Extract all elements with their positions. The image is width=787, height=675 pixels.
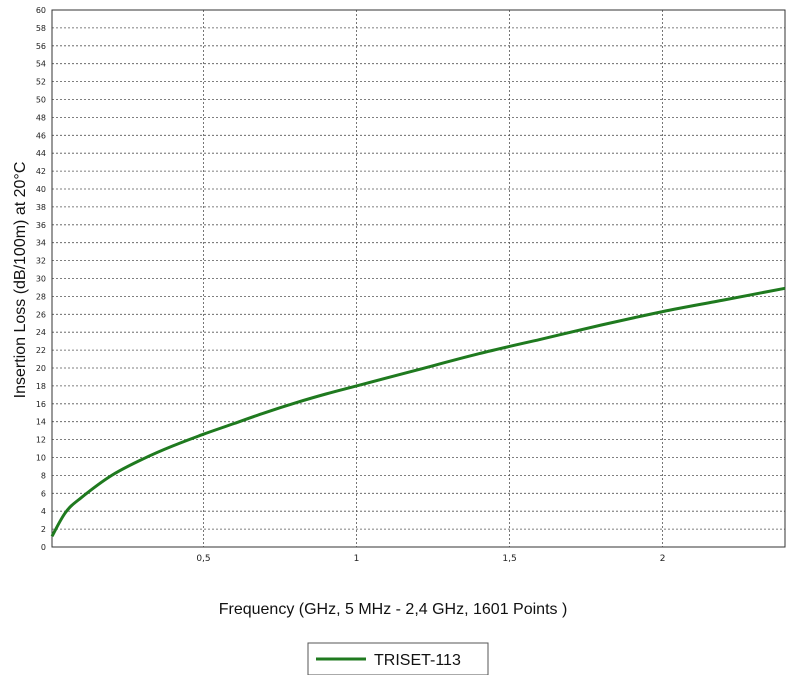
y-tick-label: 0 bbox=[41, 543, 46, 552]
x-tick-label: 0,5 bbox=[196, 554, 210, 564]
y-tick-label: 36 bbox=[36, 221, 46, 230]
y-tick-label: 28 bbox=[36, 292, 46, 301]
y-tick-label: 14 bbox=[36, 418, 46, 427]
y-tick-label: 30 bbox=[36, 275, 46, 284]
y-axis-ticks: 0246810121416182022242628303234363840424… bbox=[36, 6, 46, 552]
y-tick-label: 56 bbox=[36, 42, 46, 51]
y-tick-label: 48 bbox=[36, 113, 46, 122]
legend: TRISET-113 bbox=[307, 642, 489, 675]
y-tick-label: 46 bbox=[36, 131, 46, 140]
y-tick-label: 32 bbox=[36, 257, 46, 266]
y-tick-label: 52 bbox=[36, 78, 46, 87]
y-tick-label: 22 bbox=[36, 346, 46, 355]
y-tick-label: 8 bbox=[41, 471, 46, 480]
y-tick-label: 34 bbox=[36, 239, 46, 248]
plot-area bbox=[51, 9, 786, 548]
y-tick-label: 26 bbox=[36, 310, 46, 319]
series-group bbox=[50, 286, 786, 538]
x-tick-label: 1,5 bbox=[502, 554, 516, 564]
y-tick-label: 2 bbox=[41, 525, 46, 534]
legend-label: TRISET-113 bbox=[374, 652, 461, 669]
y-tick-label: 20 bbox=[36, 364, 46, 373]
y-tick-label: 18 bbox=[36, 382, 46, 391]
y-tick-label: 6 bbox=[41, 489, 46, 498]
y-tick-label: 4 bbox=[41, 507, 46, 516]
x-tick-label: 2 bbox=[660, 554, 666, 564]
y-tick-label: 24 bbox=[36, 328, 46, 337]
y-tick-label: 44 bbox=[36, 149, 46, 158]
y-tick-label: 54 bbox=[36, 60, 46, 69]
y-tick-label: 58 bbox=[36, 24, 46, 33]
y-tick-label: 50 bbox=[36, 96, 46, 105]
y-axis-label: Insertion Loss (dB/100m) at 20°C bbox=[12, 162, 29, 399]
legend-box bbox=[307, 642, 489, 675]
series-line-triset-113 bbox=[50, 286, 786, 538]
grid-lines bbox=[52, 9, 785, 548]
y-tick-label: 38 bbox=[36, 203, 46, 212]
x-axis-label: Frequency (GHz, 5 MHz - 2,4 GHz, 1601 Po… bbox=[219, 601, 568, 618]
y-tick-label: 10 bbox=[36, 454, 46, 463]
y-tick-label: 42 bbox=[36, 167, 46, 176]
y-tick-label: 60 bbox=[36, 6, 46, 15]
x-axis-ticks: 0,5 1 1,5 2 bbox=[196, 554, 665, 564]
y-tick-label: 12 bbox=[36, 436, 46, 445]
y-tick-label: 40 bbox=[36, 185, 46, 194]
x-tick-label: 1 bbox=[354, 554, 360, 564]
y-tick-label: 16 bbox=[36, 400, 46, 409]
